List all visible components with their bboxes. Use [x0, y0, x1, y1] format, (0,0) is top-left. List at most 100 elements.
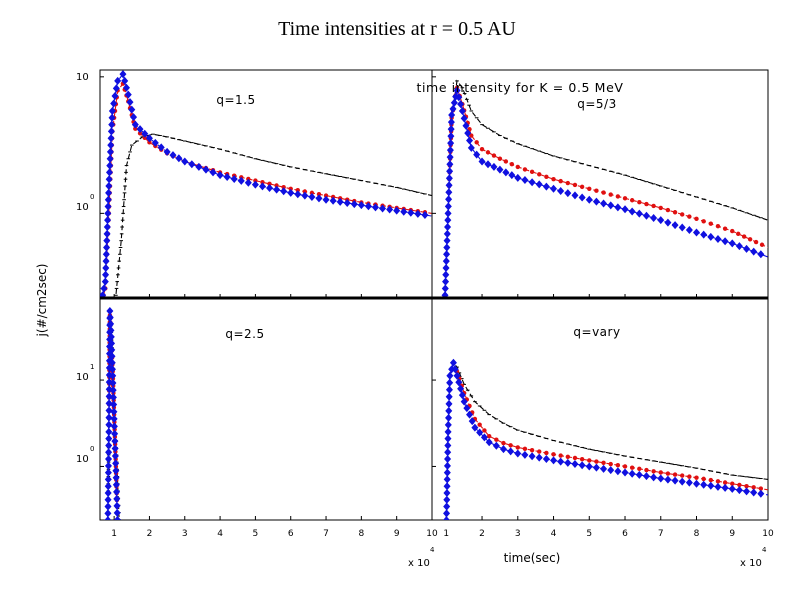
panel-top-right: q=5/3 [431, 69, 769, 311]
point-blue [446, 167, 454, 176]
point-blue [564, 189, 572, 198]
point-blue [445, 385, 453, 394]
point-red [601, 190, 606, 195]
x-tick-label: 2 [147, 529, 153, 539]
point-red [751, 485, 756, 490]
x-tick-label: 8 [358, 529, 364, 539]
x-tick-label: 2 [479, 529, 485, 539]
point-red [587, 186, 592, 191]
point-red [608, 192, 613, 197]
point-blue [571, 191, 579, 200]
point-red [137, 131, 143, 136]
point-red [479, 146, 485, 152]
point-blue [460, 397, 468, 406]
point-red [544, 174, 549, 179]
point-blue [414, 209, 422, 218]
x-tick-label: 5 [586, 529, 592, 539]
point-blue [444, 202, 452, 211]
point-blue [175, 154, 183, 163]
point-red [274, 183, 279, 188]
point-blue [104, 216, 112, 225]
x-axis-label: time(sec) [504, 551, 561, 565]
point-blue [371, 203, 379, 212]
point-red [572, 182, 578, 188]
series-line-black [444, 79, 768, 298]
point-blue [650, 213, 658, 222]
point-blue [106, 147, 114, 156]
point-blue [103, 236, 111, 245]
point-blue [336, 197, 344, 206]
point-red [665, 207, 671, 213]
point-blue [496, 165, 504, 174]
point-blue [112, 480, 120, 489]
point-blue [195, 162, 203, 171]
point-blue [104, 468, 112, 477]
point-red [594, 188, 599, 193]
point-blue [528, 178, 536, 187]
point-blue [446, 160, 454, 169]
point-blue [455, 378, 463, 387]
point-blue [721, 237, 729, 246]
series-line-blue [101, 72, 432, 298]
y-tick-label: 10 [76, 454, 89, 465]
point-blue [108, 358, 116, 367]
point-blue [528, 452, 536, 461]
point-blue [105, 441, 113, 450]
x-tick-label: 1 [443, 529, 449, 539]
point-blue [111, 437, 119, 446]
point-red [680, 212, 685, 217]
point-blue [104, 482, 112, 491]
point-blue [564, 458, 572, 467]
point-blue [443, 468, 451, 477]
point-blue [108, 365, 116, 374]
point-blue [103, 229, 111, 238]
point-red [565, 454, 571, 459]
point-blue [449, 104, 457, 113]
point-blue [107, 332, 115, 341]
page-title: Time intensities at r = 0.5 AU [278, 18, 516, 40]
point-blue [379, 204, 387, 213]
point-blue [400, 207, 408, 216]
point-red [442, 307, 446, 311]
x-tick-label: 5 [253, 529, 259, 539]
point-blue [642, 211, 650, 220]
point-blue [453, 86, 461, 95]
point-blue [444, 209, 452, 218]
point-blue [110, 400, 118, 409]
point-blue [600, 199, 608, 208]
point-red [747, 237, 753, 242]
point-red [474, 140, 479, 145]
point-blue [508, 171, 516, 180]
point-blue [458, 106, 466, 115]
point-red [672, 210, 678, 215]
point-blue [642, 472, 650, 481]
point-blue [151, 138, 159, 147]
point-blue [130, 113, 138, 122]
point-blue [244, 178, 252, 187]
point-blue [443, 250, 451, 259]
point-blue [457, 384, 465, 393]
point-blue [109, 386, 117, 395]
plot-frame [99, 69, 433, 299]
point-blue [110, 99, 118, 108]
point-red [503, 159, 509, 164]
point-blue [480, 433, 488, 442]
point-blue [106, 313, 114, 322]
y-tick-label: 10 [76, 202, 89, 213]
point-blue [446, 378, 454, 387]
x-tick-label: 6 [622, 529, 628, 539]
point-red [309, 190, 315, 196]
point-blue [169, 151, 177, 160]
point-blue [614, 467, 622, 476]
point-red [658, 470, 663, 475]
point-red [288, 186, 293, 191]
point-blue [445, 195, 453, 204]
point-blue [443, 475, 451, 484]
point-red [637, 466, 642, 472]
point-blue [492, 441, 500, 450]
point-blue [113, 501, 121, 510]
point-blue [393, 206, 401, 215]
point-blue [105, 420, 113, 429]
point-blue [445, 392, 453, 401]
